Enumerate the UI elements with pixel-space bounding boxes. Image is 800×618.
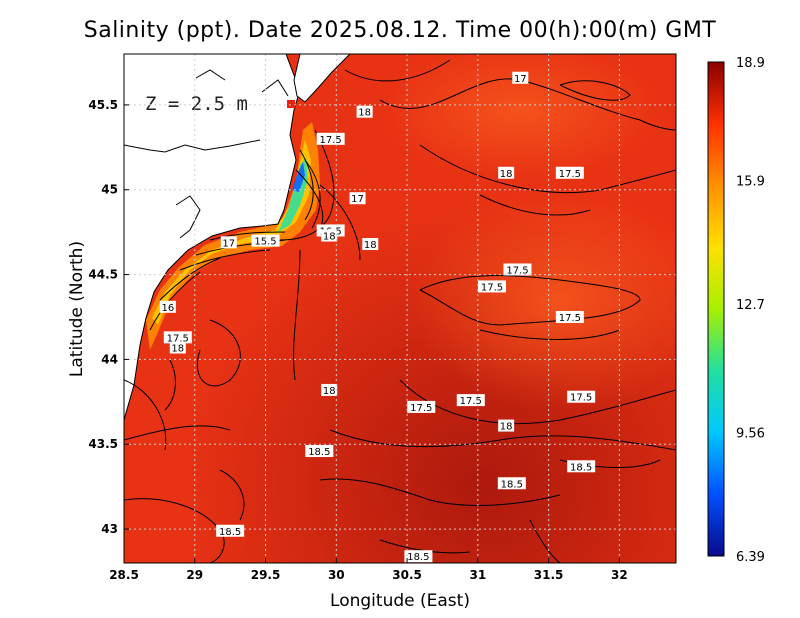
contour-label: 18 — [323, 386, 336, 397]
lower-salinity-eddy — [410, 190, 676, 410]
x-tick-label: 28.5 — [109, 568, 139, 582]
y-tick-label: 44.5 — [88, 268, 118, 282]
contour-labels: 171817.51817.51716.518181715.51617.51817… — [159, 71, 596, 563]
contour-label-box — [555, 310, 584, 323]
y-tick-label: 45 — [101, 183, 118, 197]
contour-label: 18 — [500, 169, 513, 180]
contour-label: 18.5 — [308, 447, 330, 458]
contour-label-box — [567, 390, 596, 403]
coastal-cell — [287, 100, 295, 108]
contour-label-box — [321, 229, 338, 242]
x-axis-ticks: 28.5 29 29.5 30 30.5 31 31.5 32 — [109, 558, 628, 582]
contour-label: 17 — [222, 238, 235, 249]
colorbar-tick-label: 15.9 — [736, 175, 765, 190]
grid-lines — [124, 54, 676, 563]
colorbar-tick-labels: 18.9 15.9 12.7 9.56 6.39 — [736, 56, 765, 565]
colorbar-tick-label: 9.56 — [736, 427, 765, 442]
contour-label-box — [512, 71, 529, 84]
x-tick-label: 30.5 — [392, 568, 422, 582]
contour-label-box — [407, 400, 436, 413]
contour-label: 17.5 — [460, 396, 482, 407]
contour-label: 17.5 — [559, 313, 581, 324]
contour-label: 18 — [500, 422, 513, 433]
contour-label: 17.5 — [481, 282, 503, 293]
x-tick-label: 29 — [186, 568, 203, 582]
x-tick-label: 31.5 — [534, 568, 564, 582]
contour-label: 18.5 — [501, 479, 523, 490]
contour-label: 18 — [364, 240, 377, 251]
contour-label: 17.5 — [167, 333, 189, 344]
contour-label: 17 — [514, 74, 527, 85]
contour-label: 18.5 — [570, 462, 592, 473]
y-axis-ticks: 43 43.5 44 44.5 45 45.5 — [88, 98, 129, 536]
colorbar-tick-label: 6.39 — [736, 550, 765, 565]
y-tick-label: 45.5 — [88, 98, 118, 112]
contour-label: 18.5 — [407, 552, 429, 563]
contour-label: 15.5 — [254, 237, 276, 248]
contour-label-box — [220, 236, 237, 249]
contour-label: 18 — [171, 344, 184, 355]
contour-label: 18 — [358, 108, 371, 119]
contour-label-box — [163, 331, 192, 344]
contour-label-box — [498, 419, 515, 432]
land-outline-detail — [124, 69, 289, 239]
x-tick-label: 30 — [328, 568, 345, 582]
contour-label: 18.5 — [219, 527, 241, 538]
contour-label-box — [216, 524, 245, 537]
danube-plume-center — [292, 162, 305, 192]
contour-label: 17.5 — [559, 169, 581, 180]
y-axis-label: Latitude (North) — [67, 241, 87, 377]
x-tick-label: 31 — [469, 568, 486, 582]
contour-label-box — [478, 280, 506, 293]
y-tick-label: 44 — [101, 352, 118, 366]
contour-label-box — [362, 238, 379, 251]
coastal-fresh-water-band — [146, 122, 320, 350]
colorbar-tick-label: 12.7 — [736, 298, 765, 313]
contour-label: 17.5 — [506, 265, 528, 276]
colorbar-tick-label: 18.9 — [736, 56, 765, 71]
contour-label-box — [456, 394, 485, 407]
contour-label-box — [349, 192, 366, 205]
contour-label: 17 — [351, 194, 364, 205]
x-tick-label: 32 — [611, 568, 628, 582]
contour-label-box — [567, 460, 596, 473]
contour-label-box — [321, 383, 338, 396]
contour-label-box — [498, 166, 515, 179]
contour-label-box — [555, 166, 584, 179]
contour-label-box — [404, 550, 433, 563]
colorbar — [707, 61, 725, 557]
plot-frame — [123, 53, 677, 564]
contour-label: 17.5 — [570, 393, 592, 404]
contour-label-box — [305, 445, 334, 458]
contour-label: 17.5 — [410, 403, 432, 414]
contour-label: 17.5 — [320, 135, 342, 146]
contour-label: 16 — [162, 303, 175, 314]
contour-label-box — [316, 132, 345, 145]
contour-label-box — [503, 263, 532, 276]
y-tick-label: 43.5 — [88, 437, 118, 451]
contour-label-box — [356, 105, 373, 118]
depth-label: Z = 2.5 m — [145, 93, 248, 115]
contour-label: 18 — [323, 232, 336, 243]
contour-label-box — [497, 477, 526, 490]
lower-salinity-eddy — [380, 54, 660, 180]
y-tick-label: 43 — [101, 522, 118, 536]
map-title: Salinity (ppt). Date 2025.08.12. Time 00… — [83, 18, 717, 43]
x-tick-label: 29.5 — [251, 568, 281, 582]
x-axis-label: Longitude (East) — [330, 591, 470, 611]
contour-label-box — [169, 341, 186, 354]
contour-label-box — [159, 300, 176, 313]
map-plot: Z = 2.5 m 171817.51817.51716.518181715.5… — [124, 54, 676, 563]
